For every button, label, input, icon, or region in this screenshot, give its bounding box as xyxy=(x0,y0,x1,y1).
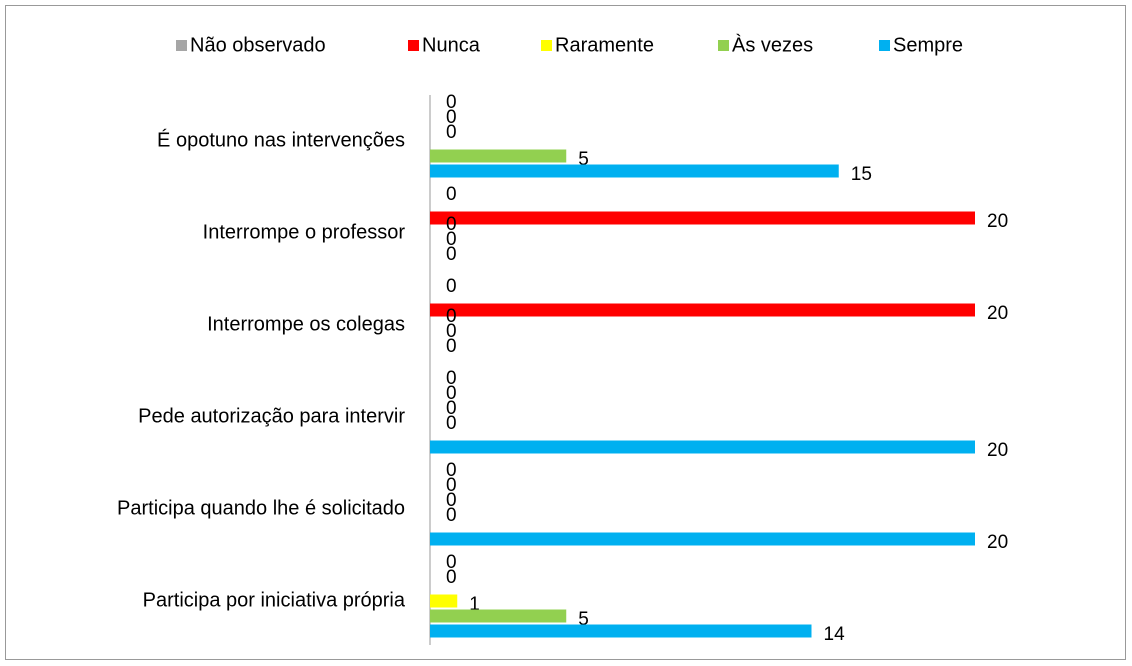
value-label: 0 xyxy=(446,244,457,265)
legend-swatch xyxy=(408,40,419,51)
value-label: 0 xyxy=(446,368,457,389)
category-label: Pede autorização para intervir xyxy=(138,405,405,427)
value-label: 0 xyxy=(446,107,457,128)
bar xyxy=(430,149,567,163)
category-label: É opotuno nas intervenções xyxy=(157,128,405,151)
value-label: 0 xyxy=(446,321,457,342)
legend-label: Às vezes xyxy=(732,33,813,56)
category-label: Interrompe os colegas xyxy=(207,313,405,335)
bar xyxy=(430,532,975,546)
bar xyxy=(430,164,839,178)
value-label: 0 xyxy=(446,460,457,481)
category-label: Participa por iniciativa própria xyxy=(143,589,406,611)
value-label: 20 xyxy=(987,303,1008,324)
value-label: 0 xyxy=(446,92,457,113)
value-label: 0 xyxy=(446,229,457,250)
chart-frame xyxy=(5,5,1126,660)
legend-label: Sempre xyxy=(893,34,963,56)
value-label: 5 xyxy=(578,149,589,170)
category-label: Participa quando lhe é solicitado xyxy=(117,497,405,519)
legend-swatch xyxy=(879,40,890,51)
legend-swatch xyxy=(176,40,187,51)
value-label: 20 xyxy=(987,532,1008,553)
value-label: 0 xyxy=(446,552,457,573)
bar xyxy=(430,303,975,317)
legend-swatch xyxy=(541,40,552,51)
value-label: 20 xyxy=(987,211,1008,232)
bar xyxy=(430,211,975,225)
bar xyxy=(430,609,567,623)
value-label: 5 xyxy=(578,609,589,630)
legend-swatch xyxy=(718,40,729,51)
value-label: 15 xyxy=(851,164,872,185)
bar xyxy=(430,440,975,454)
value-label: 0 xyxy=(446,122,457,143)
value-label: 0 xyxy=(446,383,457,404)
value-label: 0 xyxy=(446,475,457,496)
value-label: 14 xyxy=(824,624,846,645)
legend-label: Raramente xyxy=(555,34,654,56)
value-label: 0 xyxy=(446,336,457,357)
bar xyxy=(430,624,812,638)
value-label: 0 xyxy=(446,214,457,235)
value-label: 0 xyxy=(446,490,457,511)
value-label: 0 xyxy=(446,276,457,297)
value-label: 1 xyxy=(469,594,480,615)
value-label: 0 xyxy=(446,398,457,419)
value-label: 0 xyxy=(446,306,457,327)
value-label: 0 xyxy=(446,505,457,526)
value-label: 0 xyxy=(446,413,457,434)
category-label: Interrompe o professor xyxy=(203,221,406,243)
legend-label: Não observado xyxy=(190,34,326,56)
bar xyxy=(430,594,458,608)
value-label: 20 xyxy=(987,440,1008,461)
value-label: 0 xyxy=(446,184,457,205)
value-label: 0 xyxy=(446,567,457,588)
legend-label: Nunca xyxy=(422,34,481,56)
